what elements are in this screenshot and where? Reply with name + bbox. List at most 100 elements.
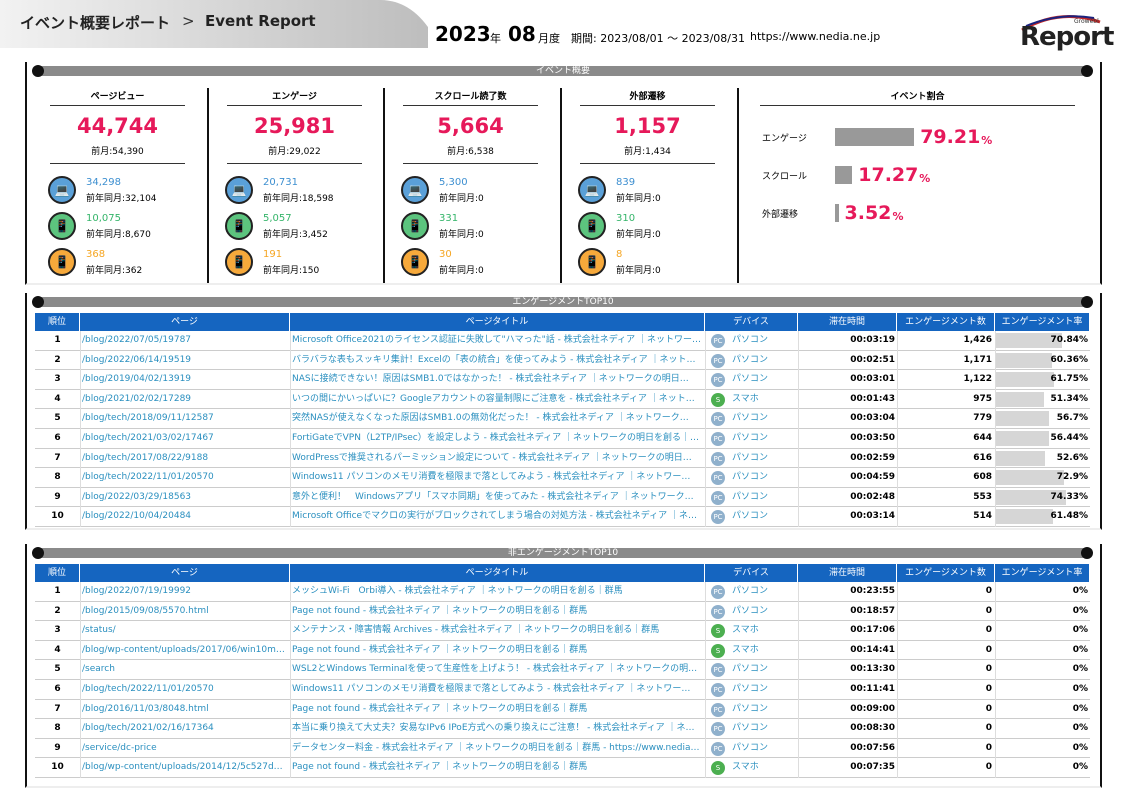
table-header: ページ (80, 313, 290, 331)
header-arrow: > (182, 12, 195, 30)
table-cell: 00:03:14 (850, 511, 895, 522)
section-border (25, 62, 1102, 285)
table-cell: 514 (973, 511, 992, 522)
table-row (35, 641, 1090, 661)
rate-bar (995, 372, 1054, 388)
device-badge: PC (711, 741, 725, 756)
table-cell: /search (82, 664, 115, 675)
col-line (705, 660, 706, 680)
table-cell: 0% (1072, 703, 1088, 714)
table-cell: 51.34% (1050, 393, 1089, 404)
col-line (798, 468, 799, 488)
table-cell: 0 (985, 703, 992, 714)
col-line (798, 507, 799, 527)
col-line (798, 370, 799, 390)
table-header: エンゲージメント率 (995, 313, 1090, 331)
table-cell: 00:18:57 (850, 605, 895, 616)
device-badge: PC (711, 432, 725, 446)
table-cell: /blog/wp-content/uploads/2017/06/win10ma… (82, 644, 288, 655)
table-cell: 00:07:56 (850, 742, 895, 753)
table-cell: FortiGateでVPN（L2TP/IPsec）を設定しよう - 株式会社ネデ… (292, 433, 699, 443)
table-cell: 9 (54, 742, 61, 753)
device-badge: PC (711, 471, 725, 486)
ratio-value: 17.27 (858, 164, 919, 186)
table-header: デバイス (705, 564, 798, 582)
col-line (897, 331, 898, 351)
col-line (897, 680, 898, 700)
table-cell: /blog/2022/07/19/19992 (82, 586, 192, 596)
col-line (80, 448, 81, 469)
col-line (290, 640, 291, 661)
table-header: エンゲージメント数 (897, 564, 995, 582)
col-line (995, 389, 996, 410)
col-line (798, 350, 799, 371)
ratio-unit: % (892, 210, 904, 223)
col-line (290, 758, 291, 778)
col-line (80, 601, 81, 622)
table-cell: /blog/2022/06/14/19519 (82, 354, 192, 365)
col-line (897, 719, 898, 739)
card-divider (383, 88, 385, 283)
device-badge: PC (711, 585, 725, 599)
month: 08 (508, 22, 536, 46)
table-cell: 0% (1072, 684, 1088, 694)
ratio-value: 3.52 (844, 202, 892, 224)
rate-bar (995, 391, 1044, 407)
card-label: ページビュー (90, 92, 145, 102)
rate-bar (995, 450, 1045, 466)
year-unit: 年 (490, 32, 501, 45)
device-yoy: 前年同月:0 (616, 194, 661, 204)
col-line (798, 429, 799, 449)
col-line (290, 429, 291, 449)
col-line (995, 758, 996, 778)
device-value: 20,731 (263, 177, 298, 188)
section-bar (38, 548, 1088, 558)
table-row (35, 429, 1090, 449)
table-cell: 00:07:35 (850, 762, 895, 773)
device-badge: PC (711, 412, 725, 427)
header-shape (0, 0, 430, 48)
col-line (705, 507, 706, 527)
col-line (798, 660, 799, 680)
ratio-label: スクロール (762, 172, 808, 182)
col-line (80, 389, 81, 410)
col-line (705, 699, 706, 720)
col-line (897, 429, 898, 449)
col-line (995, 448, 996, 469)
col-line (80, 660, 81, 680)
col-line (290, 448, 291, 469)
table-cell: 553 (973, 491, 992, 502)
col-line (798, 448, 799, 469)
ratio-bar (835, 128, 915, 146)
table-cell: パソコン (732, 742, 769, 753)
section-bar (38, 297, 1088, 307)
device-yoy: 前年同月:150 (263, 266, 320, 276)
table-cell: パソコン (732, 335, 769, 345)
logo-swoosh (1025, 15, 1095, 27)
col-line (897, 448, 898, 469)
table-cell: Microsoft Officeでマクロの実行がブロックされてしまう場合の対処方… (292, 511, 698, 522)
logo: Report (1020, 22, 1114, 52)
card-rule (580, 163, 715, 164)
ratio-title: イベント割合 (890, 92, 945, 102)
device-yoy: 前年同月:8,670 (86, 230, 151, 240)
table-cell: パソコン (732, 472, 769, 483)
col-line (798, 582, 799, 602)
card-prev: 前月:1,434 (624, 147, 671, 157)
table-cell: 00:08:30 (850, 723, 895, 734)
table-cell: バラバラな表もスッキリ集計！Excelの「表の統合」を使ってみよう - 株式会社… (292, 354, 696, 365)
table-cell: NASに接続できない！原因はSMB1.0ではなかった！ - 株式会社ネディア ｜… (292, 374, 689, 385)
col-line (80, 507, 81, 527)
table-cell: スマホ (732, 625, 759, 636)
device-badge: S (711, 761, 725, 776)
col-line (705, 448, 706, 469)
table-header: ページタイトル (290, 313, 705, 331)
table-cell: /blog/tech/2022/11/01/20570 (82, 684, 214, 694)
col-line (798, 699, 799, 720)
card-rule (50, 163, 185, 164)
col-line (897, 758, 898, 778)
table-cell: /blog/2016/11/03/8048.html (82, 703, 209, 714)
rate-bar (995, 352, 1053, 368)
card-label: エンゲージ (272, 92, 317, 102)
